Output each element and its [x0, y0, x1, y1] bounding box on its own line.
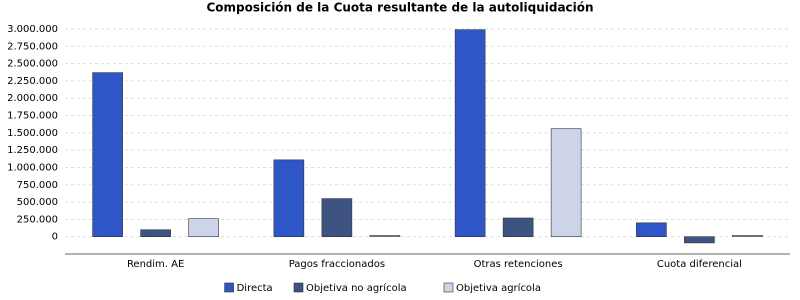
x-tick-label: Cuota diferencial: [657, 259, 742, 270]
y-tick-label: 0: [52, 232, 58, 243]
x-tick-label: Pagos fraccionados: [289, 259, 385, 270]
legend-label: Objetiva no agrícola: [306, 282, 407, 294]
chart-title: Composición de la Cuota resultante de la…: [206, 1, 593, 15]
legend-label: Objetiva agrícola: [456, 282, 541, 294]
bar: [550, 128, 582, 237]
y-tick-label: 1.750.000: [7, 111, 58, 122]
bar: [732, 235, 763, 237]
y-tick-label: 2.000.000: [7, 93, 58, 104]
bar: [273, 159, 305, 237]
legend-swatch: [443, 282, 454, 293]
bar: [502, 217, 534, 237]
bar: [369, 235, 401, 237]
legend-label: Directa: [237, 283, 273, 294]
y-tick-label: 750.000: [17, 180, 58, 191]
bar: [684, 236, 715, 244]
y-tick-label: 1.250.000: [7, 145, 58, 156]
bar: [454, 29, 486, 237]
x-tick-label: Otras retenciones: [474, 259, 563, 270]
y-tick-label: 2.250.000: [7, 76, 58, 87]
y-tick-label: 2.750.000: [7, 41, 58, 52]
bar: [92, 72, 123, 237]
bar: [636, 222, 667, 237]
y-tick-label: 1.000.000: [7, 162, 58, 173]
legend-swatch: [293, 282, 304, 293]
bar: [188, 218, 219, 237]
x-tick-label: Rendim. AE: [127, 259, 184, 270]
bar: [321, 198, 353, 237]
y-tick-label: 2.500.000: [7, 59, 58, 70]
y-tick-label: 1.500.000: [7, 128, 58, 139]
bar: [140, 229, 171, 237]
y-tick-label: 500.000: [17, 197, 58, 208]
y-tick-label: 3.000.000: [7, 24, 58, 35]
y-tick-label: 250.000: [17, 214, 58, 225]
legend-swatch: [224, 282, 234, 293]
